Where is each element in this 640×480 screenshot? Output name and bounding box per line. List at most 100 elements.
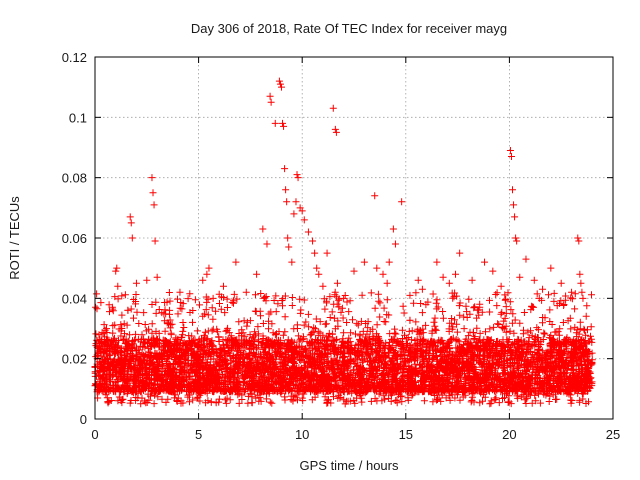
roti-point [92, 340, 100, 348]
roti-point [452, 270, 460, 278]
data-points [91, 77, 596, 408]
roti-point [513, 237, 521, 245]
roti-point [481, 258, 489, 266]
roti-point [279, 119, 287, 127]
roti-point [576, 270, 584, 278]
y-tick-label: 0.06 [62, 231, 87, 246]
y-tick-label: 0.08 [62, 171, 87, 186]
roti-point [263, 240, 271, 248]
roti-point [379, 270, 387, 278]
roti-point [284, 234, 292, 242]
roti-point [456, 249, 464, 257]
roti-point [439, 273, 447, 281]
roti-point [383, 279, 391, 287]
roti-point [112, 267, 120, 275]
roti-point [497, 282, 505, 290]
roti-point [516, 273, 524, 281]
x-tick-labels: 0 5 10 15 20 25 [91, 427, 620, 442]
roti-point [468, 276, 476, 284]
roti-point [406, 291, 414, 299]
roti-point [277, 83, 285, 91]
roti-point [510, 201, 518, 209]
roti-point [219, 282, 227, 290]
roti-point [276, 80, 284, 88]
roti-point [153, 273, 161, 281]
roti-point [151, 237, 159, 245]
grid-lines [95, 57, 613, 419]
roti-point [511, 213, 519, 221]
roti-point [283, 198, 291, 206]
y-tick-label: 0.02 [62, 352, 87, 367]
roti-point [150, 201, 158, 209]
roti-point [300, 216, 308, 224]
roti-point [323, 249, 331, 257]
roti-point [242, 288, 250, 296]
roti-point [313, 264, 321, 272]
roti-point [512, 234, 520, 242]
roti-point [152, 309, 160, 317]
roti-point [329, 104, 337, 112]
roti-point [113, 264, 121, 272]
roti-point [298, 207, 306, 215]
y-tick-label: 0.12 [62, 50, 87, 65]
roti-point [205, 264, 213, 272]
roti-point [267, 98, 275, 106]
roti-point [575, 237, 583, 245]
roti-point [311, 249, 319, 257]
roti-point [577, 279, 585, 287]
roti-point [293, 171, 301, 179]
roti-point [539, 285, 547, 293]
roti-point [522, 255, 530, 263]
roti-point [578, 288, 586, 296]
x-tick-label: 25 [606, 427, 620, 442]
roti-point [391, 240, 399, 248]
roti-point [507, 153, 515, 161]
roti-point [232, 258, 240, 266]
roti-point [271, 119, 279, 127]
roti-point [275, 77, 283, 85]
roti-point [309, 237, 317, 245]
roti-point [253, 270, 261, 278]
roti-point [294, 174, 302, 182]
roti-point [292, 198, 300, 206]
y-tick-labels: 0 0.02 0.04 0.06 0.08 0.1 0.12 [62, 50, 87, 427]
roti-point [176, 288, 184, 296]
roti-point [114, 282, 122, 290]
roti-point [331, 125, 339, 133]
roti-point [433, 258, 441, 266]
roti-point [199, 276, 207, 284]
chart-title: Day 306 of 2018, Rate Of TEC Index for r… [191, 21, 507, 36]
roti-point [506, 147, 514, 155]
x-tick-label: 15 [399, 427, 413, 442]
roti-point [126, 213, 134, 221]
y-tick-label: 0.1 [69, 110, 87, 125]
roti-point [332, 128, 340, 136]
y-axis-label: ROTI / TECUs [7, 196, 22, 280]
roti-point [148, 174, 156, 182]
roti-point [574, 234, 582, 242]
roti-point [360, 258, 368, 266]
roti-point [304, 228, 312, 236]
roti-point [389, 225, 397, 233]
roti-point [203, 270, 211, 278]
roti-point [315, 270, 323, 278]
roti-point [385, 258, 393, 266]
roti-points-band [91, 288, 596, 408]
roti-point [143, 276, 151, 284]
roti-point [128, 234, 136, 242]
roti-point [373, 264, 381, 272]
y-tick-label: 0 [80, 412, 87, 427]
roti-point [266, 92, 274, 100]
roti-point [259, 225, 267, 233]
roti-point [280, 122, 288, 130]
roti-point [509, 186, 517, 194]
roti-point [398, 198, 406, 206]
roti-point [149, 189, 157, 197]
roti-point [445, 279, 453, 287]
x-tick-label: 5 [195, 427, 202, 442]
x-tick-label: 20 [502, 427, 516, 442]
x-tick-label: 10 [295, 427, 309, 442]
x-tick-label: 0 [91, 427, 98, 442]
roti-point [290, 210, 298, 218]
